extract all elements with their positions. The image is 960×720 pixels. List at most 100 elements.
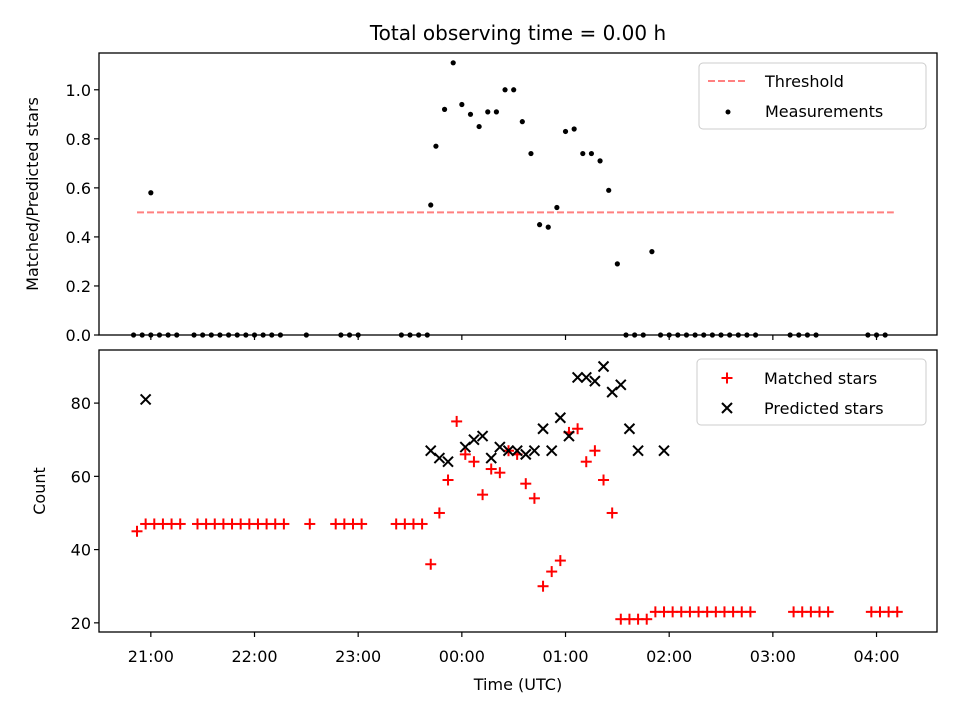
count-y-tick-label: 60	[71, 467, 91, 486]
count-y-axis-label: Count	[30, 467, 49, 515]
matched-star-point	[433, 507, 445, 519]
ratio-y-tick-label: 0.6	[66, 179, 91, 198]
predicted-star-point	[597, 360, 610, 373]
measurement-point	[485, 109, 491, 115]
count-x-tick-label: 04:00	[853, 647, 899, 666]
matched-star-point	[744, 606, 756, 618]
measurement-point	[450, 60, 456, 66]
matched-star-point	[822, 606, 834, 618]
matched-legend-label: Matched stars	[764, 369, 877, 388]
ratio-legend-box	[698, 62, 927, 130]
matched-star-point	[416, 518, 428, 530]
measurement-point	[511, 87, 517, 93]
predicted-star-point	[615, 379, 627, 391]
matched-star-point	[589, 445, 601, 457]
predicted-star-point	[545, 445, 558, 457]
matched-star-point	[477, 489, 489, 501]
predicted-legend-label: Predicted stars	[764, 399, 884, 418]
measurement-point	[545, 224, 551, 230]
matched-star-point	[468, 456, 480, 468]
predicted-star-point	[589, 375, 601, 387]
count-legend: Matched stars Predicted stars	[696, 358, 927, 426]
matched-star-point	[520, 478, 532, 490]
count-panel: 20 40 60 80 21:00 22:00 23:00 00:00 01:00 02:00 03…	[30, 349, 938, 694]
ratio-legend: Threshold Measurements	[698, 62, 927, 130]
predicted-star-point	[494, 441, 506, 453]
measurement-point	[649, 249, 655, 255]
predicted-star-point	[520, 448, 532, 461]
predicted-star-point	[511, 445, 523, 457]
predicted-star-point	[563, 430, 575, 442]
matched-legend-plus	[721, 372, 733, 384]
count-x-tick-label: 23:00	[335, 647, 381, 666]
measurements-legend-label: Measurements	[765, 102, 883, 121]
ratio-y-axis-label: Matched/Predicted stars	[23, 97, 42, 291]
ratio-y-tick-label: 0.8	[66, 130, 91, 149]
predicted-star-point	[537, 423, 549, 435]
matched-star-point	[356, 518, 368, 530]
measurement-point	[606, 187, 612, 193]
matched-star-point	[425, 558, 437, 570]
matched-star-point	[528, 492, 540, 504]
matched-star-point	[580, 456, 592, 468]
count-y-tick-label: 80	[71, 394, 91, 413]
matched-star-point	[451, 415, 463, 427]
count-legend-box	[696, 358, 927, 426]
matched-star-point	[606, 507, 618, 519]
predicted-legend-cross	[721, 402, 733, 414]
measurement-point	[554, 204, 560, 211]
ratio-y-tick-label: 1.0	[66, 81, 91, 100]
count-y-tick-label: 40	[71, 541, 91, 560]
ratio-plot-frame	[98, 52, 938, 336]
matched-star-point	[494, 467, 506, 479]
predicted-star-point	[502, 445, 515, 457]
predicted-star-point	[139, 393, 152, 406]
matched-star-point	[641, 613, 653, 625]
matched-star-point	[131, 525, 143, 537]
ratio-y-tick-label: 0.0	[66, 326, 91, 345]
measurement-point	[428, 202, 434, 208]
measurement-point	[441, 106, 448, 112]
ratio-axes: 0.0 0.2 0.4 0.6 0.8 1.0	[66, 81, 878, 345]
measurement-point	[493, 109, 500, 115]
measurement-point	[571, 126, 577, 132]
matched-legend-marker	[721, 372, 733, 384]
count-x-tick-label: 02:00	[646, 647, 692, 666]
predicted-star-point	[468, 434, 480, 446]
measurement-point	[588, 150, 595, 157]
ratio-panel: 0.0 0.2 0.4 0.6 0.8 1.0 Matched/Predicted sta…	[23, 52, 938, 345]
predicted-star-point	[554, 412, 567, 424]
predicted-star-point	[528, 445, 541, 457]
measurement-point	[433, 143, 439, 149]
count-x-tick-label: 21:00	[128, 647, 174, 666]
measurement-point	[148, 190, 154, 196]
count-x-tick-label: 00:00	[439, 647, 485, 666]
matched-star-point	[598, 474, 610, 486]
measurement-point	[562, 128, 569, 135]
predicted-star-point	[485, 452, 497, 464]
matched-star-point	[442, 474, 454, 486]
measurement-point	[536, 222, 543, 228]
measurement-point	[459, 101, 465, 108]
predicted-star-point	[658, 445, 670, 457]
predicted-star-point	[433, 452, 446, 464]
matched-star-point	[546, 566, 558, 578]
count-plot-frame	[98, 349, 938, 633]
count-x-tick-label: 01:00	[542, 647, 588, 666]
matched-star-point	[485, 463, 497, 475]
matched-star-point	[304, 518, 316, 530]
predicted-legend-marker	[721, 402, 733, 414]
measurement-point	[467, 111, 474, 117]
predicted-star-point	[442, 455, 454, 468]
matched-star-point	[572, 423, 584, 435]
count-data-layer	[131, 360, 903, 625]
measurement-point	[597, 158, 603, 164]
count-x-tick-label: 03:00	[750, 647, 796, 666]
count-y-tick-label: 20	[71, 614, 91, 633]
predicted-star-point	[571, 371, 584, 384]
predicted-star-point	[623, 423, 636, 435]
measurement-point	[502, 87, 508, 93]
matched-star-point	[174, 518, 186, 530]
measurement-point	[614, 261, 620, 267]
